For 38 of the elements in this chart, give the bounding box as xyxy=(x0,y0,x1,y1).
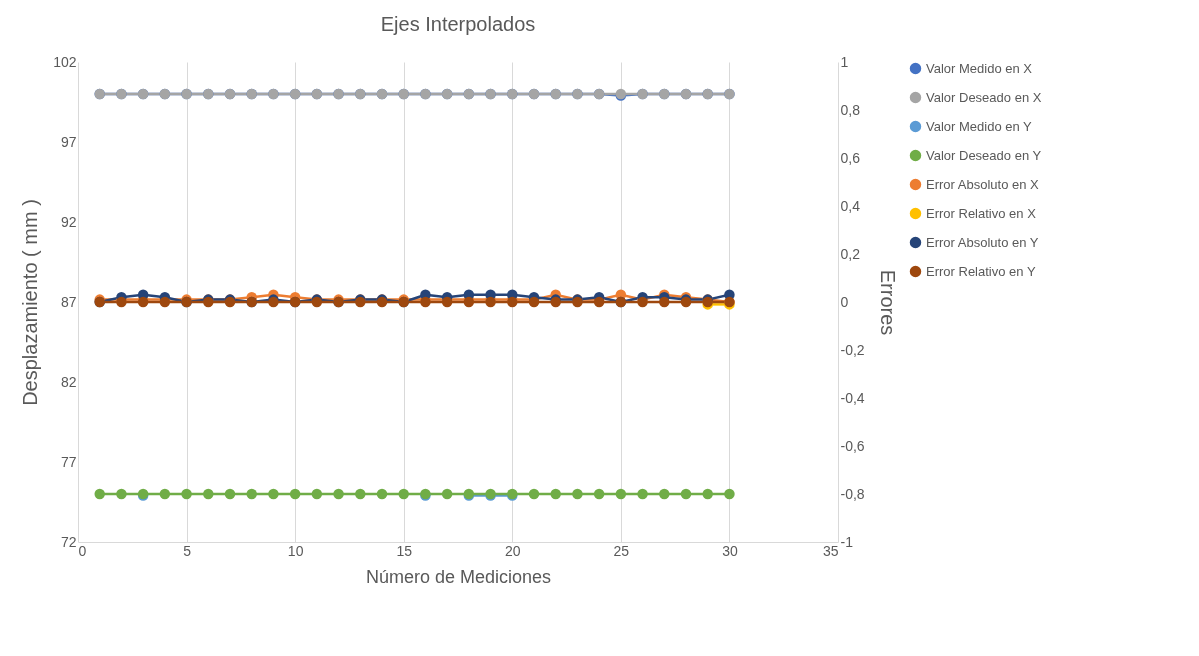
y-tick-label: 97 xyxy=(60,133,77,150)
x-tick-label: 0 xyxy=(78,542,87,559)
x-tick-label: 25 xyxy=(613,542,630,559)
y-axis-title: Desplazamiento ( mm ) xyxy=(19,199,42,406)
legend-label: Error Absoluto en Y xyxy=(926,234,1039,250)
y2-tick-label: -0,8 xyxy=(840,485,865,502)
y-tick-label: 102 xyxy=(53,53,77,70)
y2-tick-label: 0 xyxy=(840,293,849,310)
x-axis-title: Número de Mediciones xyxy=(365,566,552,587)
y-tick-label: 77 xyxy=(60,453,77,470)
y-tick-label: 87 xyxy=(60,293,77,310)
y2-tick-label: -0,4 xyxy=(840,389,865,406)
y2-tick-label: 0,4 xyxy=(840,197,861,214)
x-tick-label: 35 xyxy=(822,542,839,559)
legend-label: Error Relativo en Y xyxy=(926,263,1036,279)
y2-tick-label: 0,6 xyxy=(840,149,861,166)
x-tick-label: 5 xyxy=(183,542,192,559)
y-tick-label: 72 xyxy=(60,533,77,550)
y2-tick-label: -0,6 xyxy=(840,437,865,454)
legend-label: Error Relativo en X xyxy=(926,205,1037,221)
y2-tick-label: -0,2 xyxy=(840,341,865,358)
legend-label: Valor Medido en Y xyxy=(926,118,1033,134)
y-tick-label: 82 xyxy=(60,373,77,390)
x-tick-label: 30 xyxy=(722,542,738,559)
x-tick-label: 20 xyxy=(505,542,521,559)
y2-tick-label: 1 xyxy=(840,53,849,70)
x-tick-label: 10 xyxy=(287,542,304,559)
legend-label: Error Absoluto en X xyxy=(926,176,1040,192)
legend-label: Valor Deseado en Y xyxy=(926,147,1042,163)
legend-label: Valor Deseado en X xyxy=(926,89,1042,105)
y2-axis-title: Errores xyxy=(876,269,899,336)
x-tick-label: 15 xyxy=(396,542,413,559)
y2-tick-label: -1 xyxy=(840,533,854,550)
legend-label: Valor Medido en X xyxy=(926,60,1033,76)
y2-tick-label: 0,2 xyxy=(840,245,861,262)
chart-title: Ejes Interpolados xyxy=(380,13,536,35)
y-tick-label: 92 xyxy=(60,213,77,230)
y2-tick-label: 0,8 xyxy=(840,101,861,118)
